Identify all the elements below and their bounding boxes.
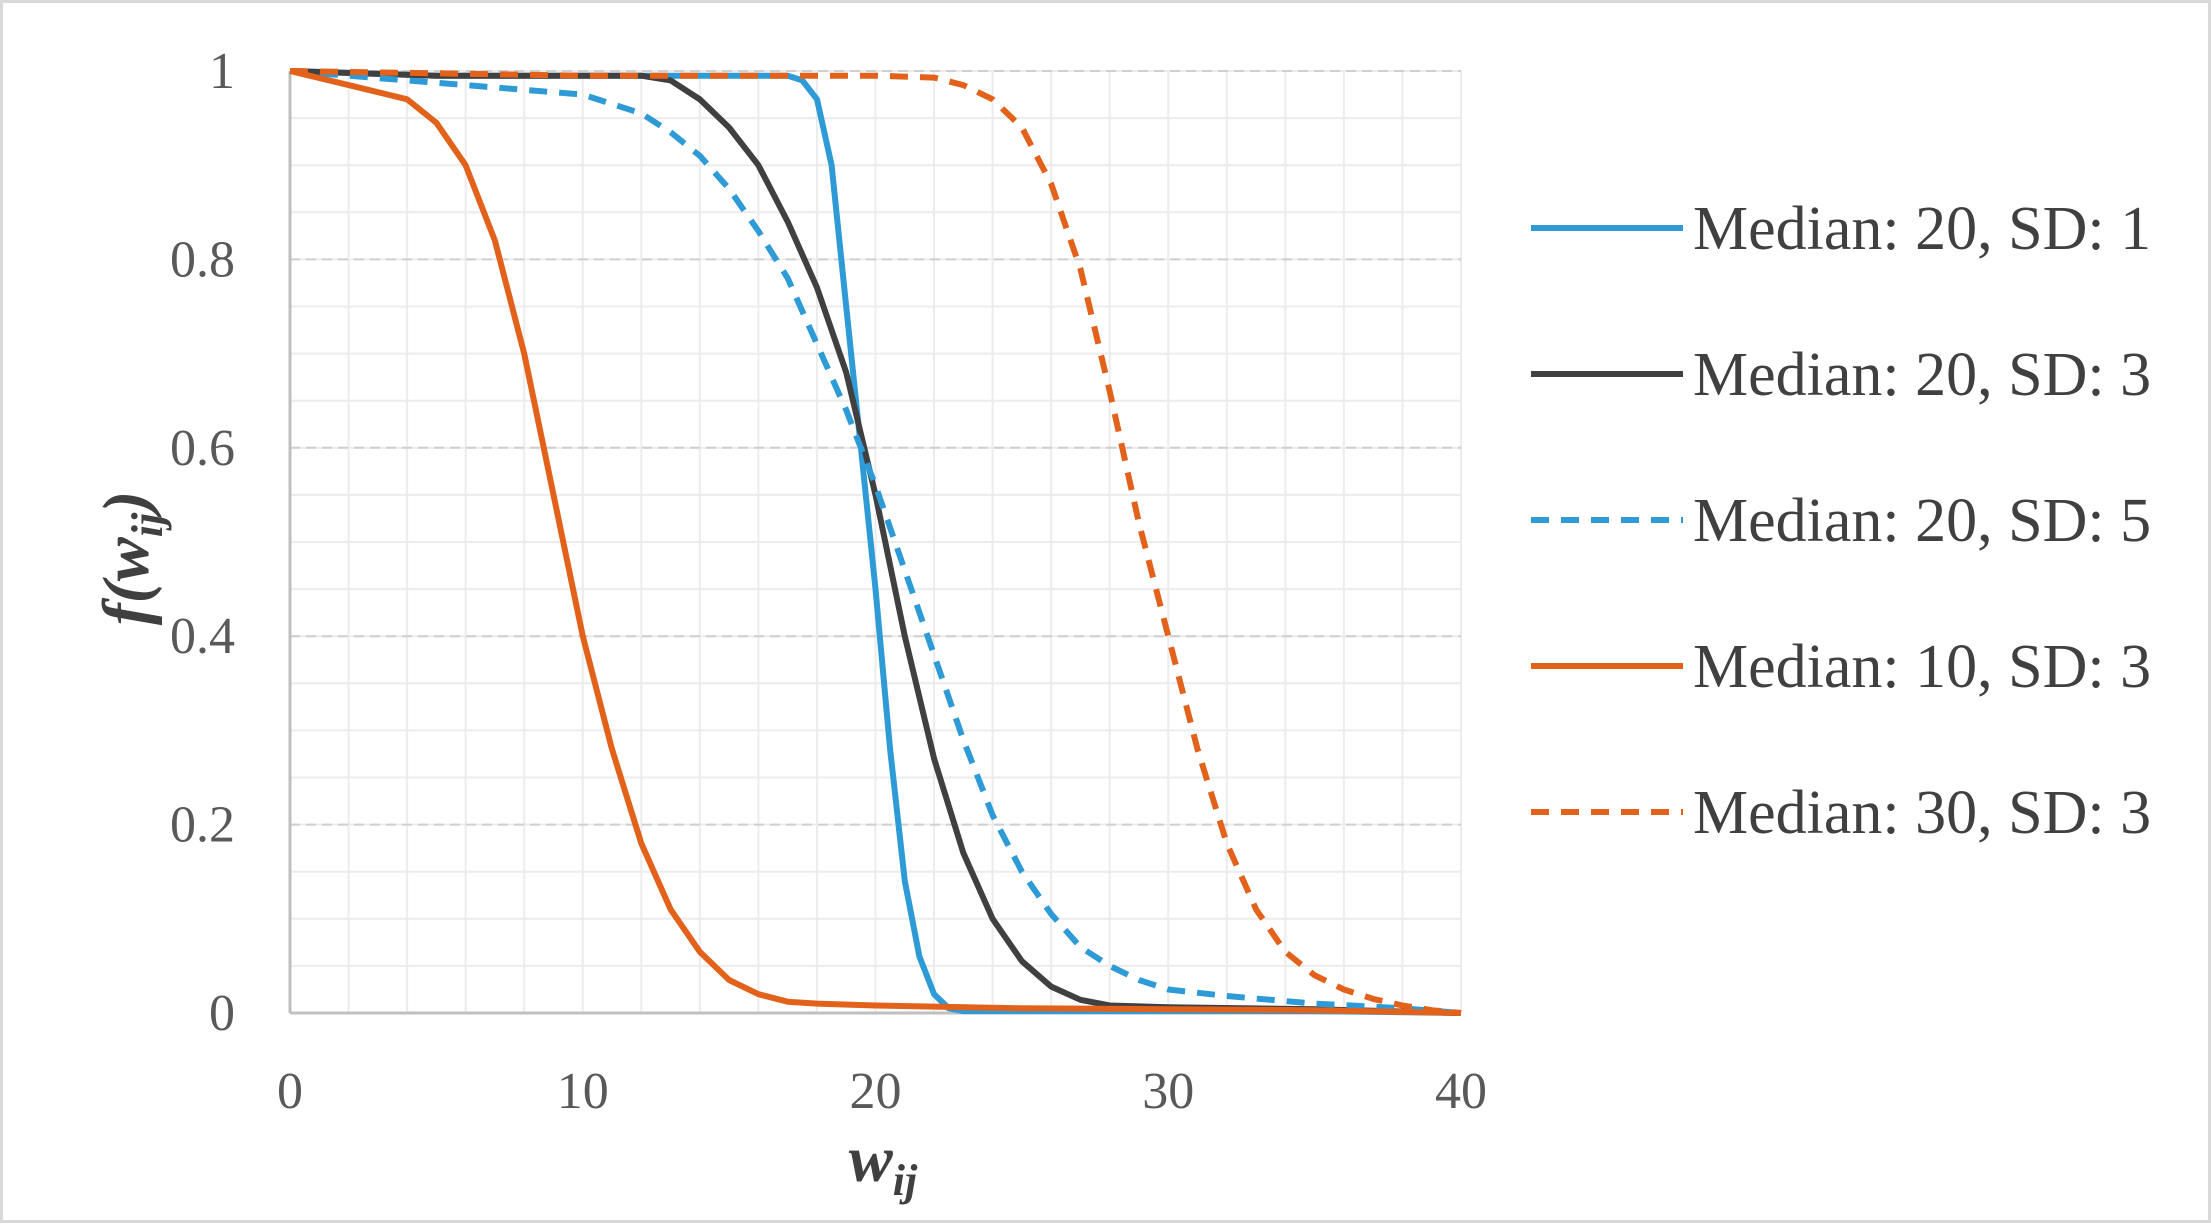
series-line-2 [289, 68, 1462, 1016]
series-line-4 [289, 68, 1462, 1016]
x-tick-label: 20 [850, 1063, 902, 1120]
legend-item: Median: 20, SD: 3 [1531, 341, 2151, 409]
x-tick-label: 30 [1142, 1063, 1194, 1120]
y-tick-label: 1 [209, 43, 235, 100]
legend-label: Median: 30, SD: 3 [1693, 779, 2151, 847]
legend-label: Median: 20, SD: 5 [1693, 487, 2151, 555]
y-tick-label: 0.2 [170, 797, 235, 854]
y-axis-title: f(wij) [90, 491, 172, 625]
line-chart: 0 10 20 30 40 0 0.2 0.4 0.6 0.8 1 Median: 20, SD: … [90, 43, 2151, 1205]
legend-item: Median: 20, SD: 5 [1531, 487, 2151, 555]
grid [289, 70, 1462, 1014]
legend-item: Median: 20, SD: 1 [1531, 195, 2151, 263]
y-tick-label: 0.6 [170, 420, 235, 477]
y-tick-label: 0.8 [170, 231, 235, 288]
y-tick-label: 0.4 [170, 608, 235, 665]
series-line-3 [289, 68, 1462, 1016]
x-tick-label: 10 [557, 1063, 609, 1120]
legend: Median: 20, SD: 1 Median: 20, SD: 3 Median… [1531, 195, 2151, 847]
series-lines [289, 68, 1462, 1016]
x-tick-label: 0 [277, 1063, 303, 1120]
x-axis-title: wij [849, 1123, 918, 1205]
x-tick-label: 40 [1435, 1063, 1487, 1120]
tick-labels: 0 10 20 30 40 0 0.2 0.4 0.6 0.8 1 [170, 43, 1487, 1120]
y-tick-label: 0 [209, 985, 235, 1042]
legend-item: Median: 30, SD: 3 [1531, 779, 2151, 847]
legend-item: Median: 10, SD: 3 [1531, 633, 2151, 701]
legend-label: Median: 10, SD: 3 [1693, 633, 2151, 701]
legend-label: Median: 20, SD: 3 [1693, 341, 2151, 409]
legend-label: Median: 20, SD: 1 [1693, 195, 2151, 263]
